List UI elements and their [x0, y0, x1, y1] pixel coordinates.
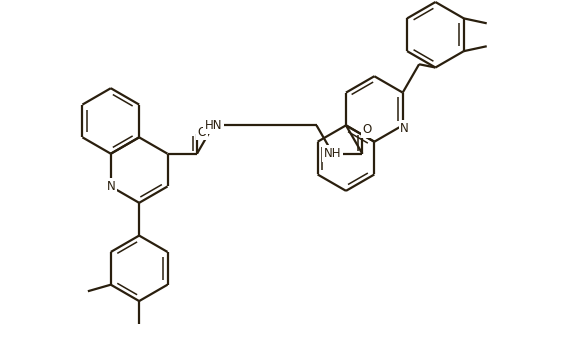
Text: N: N: [400, 122, 409, 135]
Text: O: O: [198, 126, 207, 139]
Text: N: N: [107, 180, 115, 193]
Text: NH: NH: [324, 147, 342, 160]
Text: HN: HN: [204, 119, 222, 132]
Text: O: O: [363, 123, 372, 136]
